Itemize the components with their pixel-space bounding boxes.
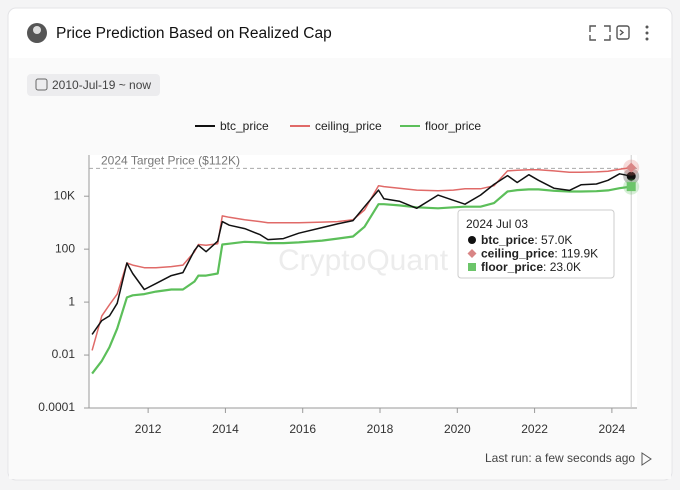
menu-dot[interactable] xyxy=(645,37,649,41)
x-tick-label: 2014 xyxy=(212,422,239,436)
series-line xyxy=(91,173,632,335)
series-line xyxy=(91,166,632,351)
series-line xyxy=(91,185,632,375)
tooltip-name: floor_price xyxy=(481,260,543,274)
x-tick-label: 2020 xyxy=(444,422,471,436)
tooltip-row: ceiling_price: 119.9K xyxy=(481,247,598,261)
calendar-icon xyxy=(35,78,48,91)
target-label: 2024 Target Price ($112K) xyxy=(101,154,240,168)
legend-label: ceiling_price xyxy=(315,119,382,133)
tooltip-value: 119.9K xyxy=(561,247,598,261)
tooltip-sep: : xyxy=(554,247,561,261)
x-tick-label: 2022 xyxy=(521,422,548,436)
tooltip-value: 23.0K xyxy=(550,260,581,274)
header-icons xyxy=(589,25,649,41)
y-tick-label: 0.01 xyxy=(52,347,76,361)
tooltip-sep: : xyxy=(534,233,541,247)
x-tick-label: 2016 xyxy=(289,422,316,436)
console-glyph xyxy=(619,29,625,36)
tooltip-name: btc_price xyxy=(481,233,535,247)
legend-label: btc_price xyxy=(220,119,269,133)
fullscreen-icon[interactable] xyxy=(589,25,611,41)
tooltip-value: 57.0K xyxy=(541,233,572,247)
tooltip-icon xyxy=(468,263,476,271)
y-tick-label: 0.0001 xyxy=(38,400,75,414)
tooltip-row: floor_price: 23.0K xyxy=(481,260,581,274)
tooltip-box xyxy=(457,209,615,279)
y-tick-label: 1 xyxy=(68,294,75,308)
tooltip: 2024 Jul 03 btc_price: 57.0Kceiling_price… xyxy=(457,209,615,279)
hover-marker xyxy=(626,162,637,173)
plot-area xyxy=(89,155,637,408)
tooltip-sep: : xyxy=(543,260,550,274)
tooltip-icon xyxy=(467,249,477,258)
watermark: CryptoQuant xyxy=(278,244,449,277)
hover-marker xyxy=(626,182,636,192)
y-tick-label: 100 xyxy=(55,241,75,255)
tooltip-icon xyxy=(468,236,476,244)
menu-dot[interactable] xyxy=(645,25,649,29)
x-tick-label: 2024 xyxy=(599,422,626,436)
x-tick-label: 2012 xyxy=(135,422,162,436)
date-range: 2010-Jul-19 ~ now xyxy=(52,78,151,92)
header-title: Price Prediction Based on Realized Cap xyxy=(56,25,332,42)
last-run: Last run: a few seconds ago xyxy=(485,451,635,465)
run-icon[interactable] xyxy=(641,452,652,466)
x-tick-label: 2018 xyxy=(367,422,394,436)
hover-marker xyxy=(626,171,636,181)
legend-label: floor_price xyxy=(425,119,481,133)
tooltip-name: ceiling_price xyxy=(481,247,555,261)
y-tick-label: 10K xyxy=(54,188,75,202)
date-chip[interactable] xyxy=(27,74,160,96)
avatar-face xyxy=(33,26,41,34)
console-icon[interactable] xyxy=(616,25,630,40)
menu-dot[interactable] xyxy=(645,31,649,35)
tooltip-date: 2024 Jul 03 xyxy=(466,217,528,231)
tooltip-row: btc_price: 57.0K xyxy=(481,233,572,247)
